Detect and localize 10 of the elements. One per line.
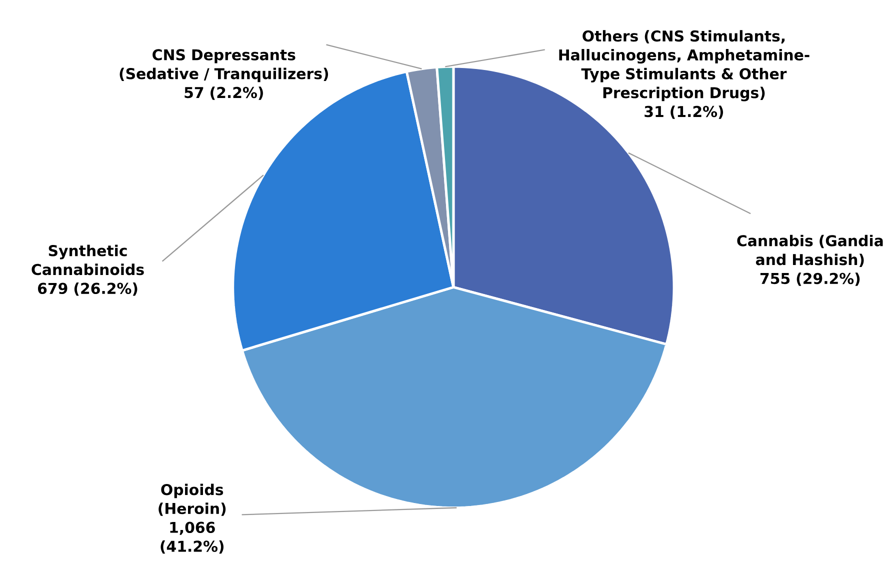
data-label: 755 (29.2%): [760, 272, 860, 286]
slice-label: Others (CNS Stimulants, Hallucinogens, Amphetamine-Type Stimulants & Other Prescription Drugs): [559, 30, 810, 102]
data-label: 31 (1.2%): [644, 105, 724, 119]
slice-label: Cannabis (Gandia and Hashish): [737, 234, 883, 267]
slice-label: CNS Depressants (Sedative / Tranquilizers): [120, 48, 328, 82]
slice-label: Synthetic Cannabinoids: [32, 244, 144, 275]
slice-label: Opioids (Heroin): [158, 484, 226, 516]
data-label: 1,066 (41.2%): [160, 522, 224, 554]
data-label: 57 (2.2%): [184, 86, 263, 100]
data-label: 679 (26.2%): [38, 282, 138, 296]
